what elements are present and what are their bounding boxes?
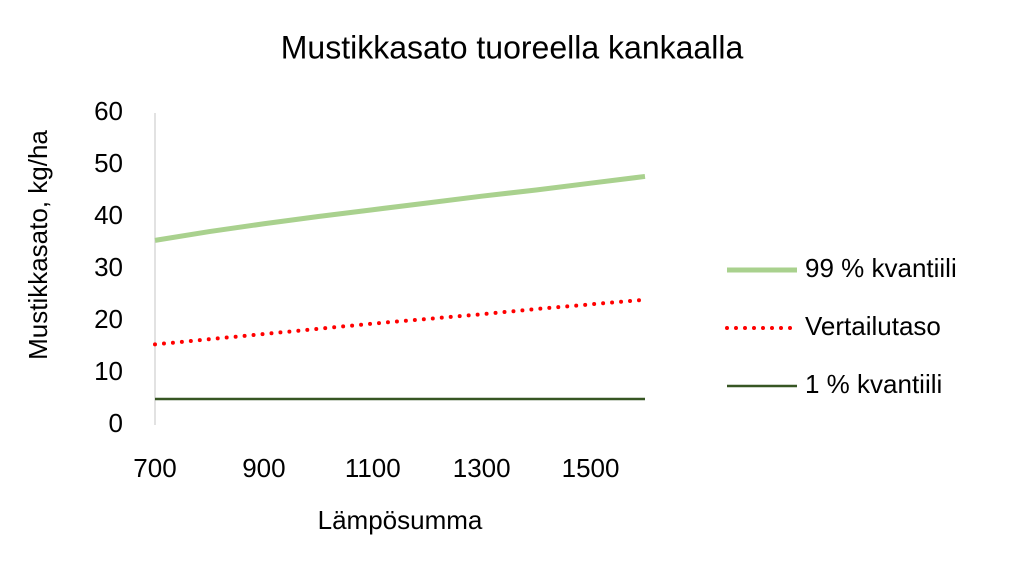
legend-label: 99 % kvantiili (805, 253, 957, 283)
y-tick-label: 20 (94, 304, 123, 334)
x-axis-label: Lämpösumma (318, 505, 483, 535)
y-tick-label: 40 (94, 200, 123, 230)
x-tick-label: 900 (242, 453, 285, 483)
series-line (153, 297, 647, 347)
y-tick-label: 30 (94, 252, 123, 282)
legend-label: Vertailutaso (805, 311, 941, 341)
x-tick-label: 1100 (345, 453, 401, 483)
legend-label: 1 % kvantiili (805, 369, 942, 399)
x-tick-label: 700 (133, 453, 176, 483)
y-tick-label: 60 (94, 96, 123, 126)
x-tick-label: 1300 (453, 453, 511, 483)
y-tick-label: 50 (94, 148, 123, 178)
y-tick-label: 0 (109, 408, 123, 438)
y-axis-label: Mustikkasato, kg/ha (23, 130, 53, 360)
y-tick-label: 10 (94, 356, 123, 386)
series-line (154, 173, 646, 243)
chart-title: Mustikkasato tuoreella kankaalla (281, 29, 744, 65)
x-tick-label: 1500 (562, 453, 620, 483)
